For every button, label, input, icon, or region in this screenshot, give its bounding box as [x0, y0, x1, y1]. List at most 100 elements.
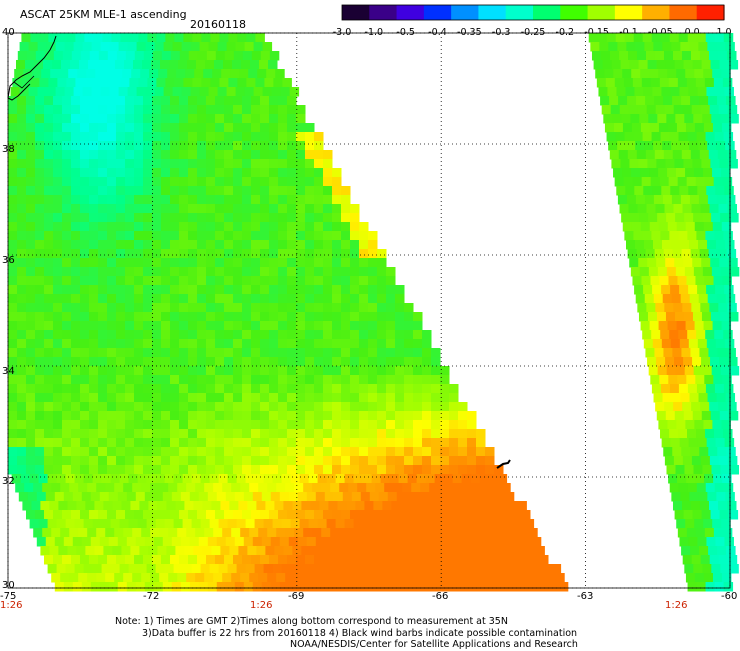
swath-cell: [472, 501, 482, 511]
swath-cell: [294, 528, 304, 538]
swath-cell: [431, 375, 441, 385]
swath-cell: [710, 159, 720, 169]
swath-cell: [669, 384, 680, 394]
swath-cell: [152, 366, 162, 376]
swath-cell: [99, 582, 110, 592]
swath-cell: [143, 294, 153, 304]
swath-cell: [269, 294, 279, 304]
swath-cell: [8, 285, 18, 295]
swath-cell: [629, 258, 639, 268]
product-title: ASCAT 25KM MLE-1 ascending: [20, 8, 187, 21]
swath-cell: [35, 510, 45, 520]
swath-cell: [717, 348, 727, 358]
swath-cell: [425, 564, 436, 574]
swath-cell: [422, 393, 432, 403]
swath-cell: [631, 123, 642, 133]
swath-cell: [152, 393, 162, 403]
swath-cell: [288, 492, 299, 502]
swath-cell: [197, 285, 207, 295]
swath-cell: [658, 420, 668, 430]
swath-cell: [8, 465, 18, 475]
swath-cell: [143, 312, 153, 322]
swath-cell: [368, 366, 378, 376]
swath-cell: [359, 294, 369, 304]
swath-cell: [378, 492, 389, 502]
swath-cell: [206, 348, 216, 358]
swath-cell: [314, 132, 324, 142]
swath-cell: [188, 132, 198, 142]
swath-cell: [224, 105, 234, 115]
swath-cell: [287, 132, 297, 142]
swath-cell: [661, 339, 672, 349]
swath-cell: [26, 51, 37, 61]
swath-cell: [693, 213, 703, 223]
swath-cell: [665, 312, 676, 322]
swath-cell: [197, 222, 207, 232]
swath-cell: [474, 528, 484, 538]
colorbar-swatch: [696, 5, 725, 20]
swath-cell: [260, 285, 270, 295]
swath-cell: [724, 537, 734, 547]
swath-cell: [126, 537, 137, 547]
swath-cell: [458, 402, 468, 412]
swath-cell: [17, 366, 27, 376]
swath-cell: [678, 384, 689, 394]
swath-cell: [8, 150, 18, 160]
swath-cell: [314, 231, 324, 241]
swath-cell: [206, 420, 216, 430]
swath-cell: [53, 114, 63, 124]
swath-cell: [125, 312, 135, 322]
swath-cell: [431, 384, 441, 394]
swath-cell: [260, 258, 270, 268]
swath-cell: [188, 366, 198, 376]
swath-cell: [154, 87, 165, 97]
swath-cell: [366, 573, 376, 583]
swath-cell: [341, 465, 351, 475]
swath-cell: [98, 384, 108, 394]
swath-cell: [143, 330, 153, 340]
swath-cell: [705, 33, 716, 43]
swath-cell: [8, 195, 18, 205]
swath-cell: [26, 150, 36, 160]
swath-cell: [77, 69, 87, 79]
swath-cell: [314, 366, 324, 376]
swath-cell: [152, 114, 162, 124]
swath-cell: [601, 105, 612, 115]
swath-cell: [269, 555, 279, 565]
swath-cell: [125, 375, 135, 385]
swath-cell: [386, 447, 396, 457]
swath-cell: [262, 87, 273, 97]
swath-cell: [262, 42, 273, 52]
swath-cell: [177, 573, 187, 583]
swath-cell: [315, 537, 326, 547]
swath-cell: [98, 249, 108, 259]
swath-cell: [387, 492, 398, 502]
swath-cell: [634, 285, 644, 295]
swath-cell: [170, 267, 180, 277]
swath-cell: [8, 330, 18, 340]
swath-cell: [395, 456, 405, 466]
swath-cell: [359, 402, 369, 412]
swath-cell: [44, 294, 54, 304]
swath-cell: [357, 573, 367, 583]
swath-cell: [413, 465, 423, 475]
swath-cell: [386, 510, 396, 520]
swath-cell: [278, 114, 288, 124]
swath-cell: [116, 105, 126, 115]
swath-cell: [672, 249, 683, 259]
swath-cell: [279, 582, 290, 592]
swath-cell: [393, 528, 403, 538]
swath-cell: [35, 231, 45, 241]
swath-cell: [366, 483, 376, 493]
swath-cell: [333, 537, 344, 547]
swath-cell: [143, 411, 153, 421]
swath-cell: [170, 357, 180, 367]
swath-cell: [404, 312, 414, 322]
swath-cell: [224, 258, 234, 268]
swath-cell: [278, 429, 288, 439]
swath-cell: [296, 402, 306, 412]
swath-cell: [395, 339, 405, 349]
swath-cell: [195, 573, 205, 583]
swath-cell: [449, 411, 459, 421]
swath-cell: [287, 195, 297, 205]
